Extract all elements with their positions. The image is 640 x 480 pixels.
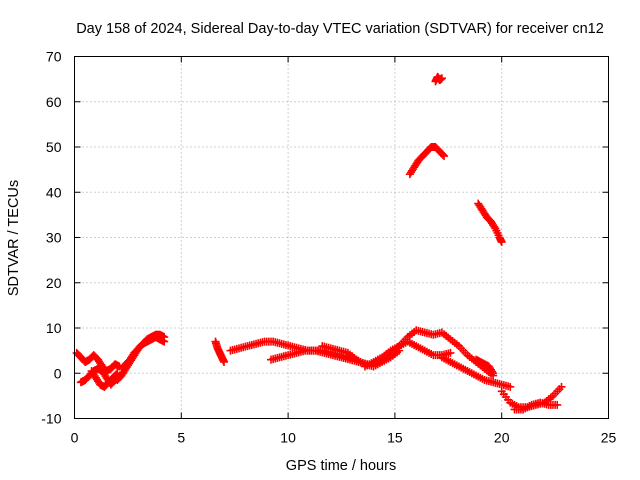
y-tick-label: 70 xyxy=(46,49,62,65)
plot-frame xyxy=(74,56,609,419)
x-tick-label: 0 xyxy=(71,430,79,446)
x-axis-label: GPS time / hours xyxy=(286,458,396,474)
y-tick-label: 60 xyxy=(46,94,62,110)
grid xyxy=(74,56,609,419)
series-arc-e xyxy=(117,333,169,373)
data-point xyxy=(446,348,455,357)
y-tick-label: 10 xyxy=(46,320,62,336)
y-tick-label: 20 xyxy=(46,275,62,291)
series-arc-r xyxy=(474,199,506,247)
series-arc-l xyxy=(437,353,515,391)
x-tick-label: 10 xyxy=(280,430,296,446)
x-tick-label: 20 xyxy=(494,430,510,446)
y-tick-label: -10 xyxy=(41,411,61,427)
y-tick-label: 0 xyxy=(54,365,62,381)
y-tick-label: 30 xyxy=(46,230,62,246)
chart-title: Day 158 of 2024, Sidereal Day-to-day VTE… xyxy=(76,21,604,37)
data-point xyxy=(553,400,562,409)
data-point xyxy=(489,369,498,378)
x-tick-label: 25 xyxy=(601,430,617,446)
data-point xyxy=(438,150,447,159)
x-tick-label: 5 xyxy=(177,430,185,446)
series-arc-q xyxy=(431,72,446,86)
data-point xyxy=(440,152,449,161)
data-points xyxy=(72,72,566,414)
y-tick-label: 40 xyxy=(46,184,62,200)
data-point xyxy=(488,367,497,376)
y-tick-label: 50 xyxy=(46,139,62,155)
data-point xyxy=(160,337,169,346)
data-point xyxy=(506,382,515,391)
data-point xyxy=(497,238,506,247)
series-arc-m xyxy=(472,355,498,378)
data-point xyxy=(557,382,566,391)
series-arc-j xyxy=(360,337,455,371)
data-point xyxy=(220,357,229,366)
x-tick-label: 15 xyxy=(387,430,403,446)
series-arc-o xyxy=(510,398,562,414)
data-point xyxy=(437,74,446,83)
series-arc-p xyxy=(405,143,449,179)
series-arc-f xyxy=(211,337,229,366)
y-axis-label: SDTVAR / TECUs xyxy=(6,180,22,296)
axis-ticks: 0 5 10 15 20 25 -10 0 10 20 30 40 50 60 70 xyxy=(41,49,616,446)
